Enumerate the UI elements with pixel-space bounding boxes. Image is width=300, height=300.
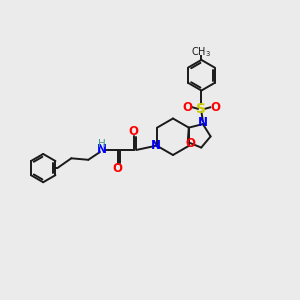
Text: O: O	[129, 125, 139, 138]
Text: CH$_3$: CH$_3$	[191, 45, 212, 59]
Text: N: N	[151, 139, 161, 152]
Text: O: O	[211, 101, 220, 114]
Text: O: O	[182, 101, 192, 114]
Text: H: H	[98, 139, 106, 149]
Text: S: S	[196, 102, 206, 116]
Text: N: N	[97, 143, 107, 157]
Text: N: N	[198, 116, 208, 129]
Text: O: O	[112, 162, 123, 175]
Text: O: O	[185, 137, 195, 150]
